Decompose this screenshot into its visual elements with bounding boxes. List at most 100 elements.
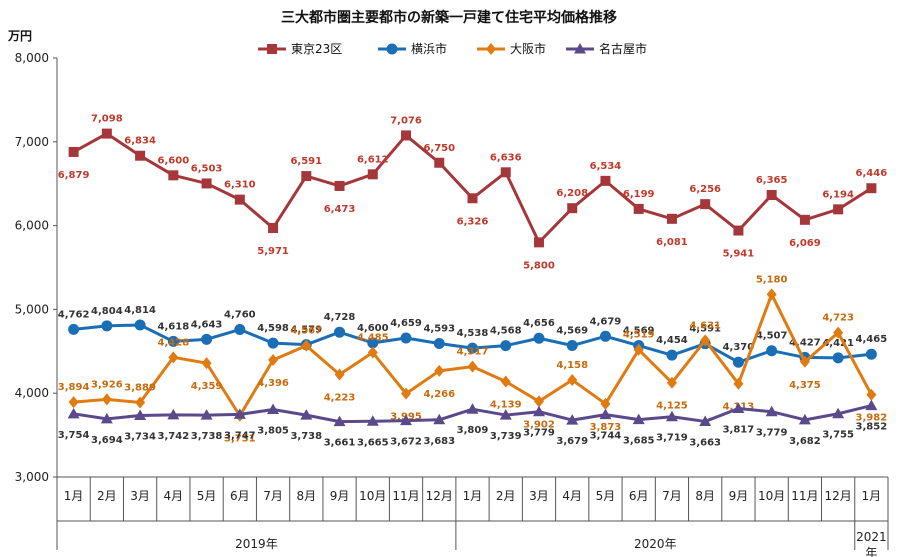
data-label: 4,631	[689, 320, 721, 331]
legend-item: 大阪市	[477, 41, 546, 56]
data-point	[267, 337, 279, 349]
data-point	[367, 337, 379, 349]
data-label: 4,465	[856, 334, 888, 345]
data-label: 3,982	[856, 413, 888, 424]
data-point	[367, 169, 378, 180]
data-point	[466, 403, 479, 414]
legend-marker	[574, 43, 586, 54]
x-tick-label: 10月	[758, 489, 785, 503]
y-tick-label: 4,000	[15, 386, 49, 400]
data-point	[68, 146, 79, 157]
data-label: 3,902	[523, 419, 555, 430]
data-label: 6,750	[423, 143, 455, 154]
data-point	[201, 357, 212, 370]
x-tick-label: 6月	[230, 489, 250, 503]
data-point	[201, 178, 212, 189]
data-point	[567, 203, 578, 214]
data-point	[167, 335, 179, 347]
data-label: 6,503	[191, 163, 223, 174]
legend-label: 東京23区	[291, 42, 342, 56]
series-3: 3,894 3,926 3,889 4,428 4,359 3,731 4,396 4,567…	[58, 274, 887, 444]
data-point	[500, 340, 512, 352]
x-tick-label: 4月	[164, 489, 184, 503]
x-tick-label: 2月	[97, 489, 117, 503]
data-point	[401, 387, 412, 400]
x-tick-label: 12月	[824, 489, 851, 503]
data-label: 4,428	[158, 337, 190, 348]
data-point	[633, 203, 644, 214]
data-point	[467, 193, 478, 204]
data-label: 4,317	[457, 347, 489, 358]
data-label: 4,421	[822, 338, 854, 349]
data-label: 3,779	[523, 428, 555, 439]
data-label: 4,223	[324, 393, 356, 404]
data-point	[732, 356, 744, 368]
y-tick-label: 6,000	[15, 219, 49, 233]
data-label: 3,779	[756, 428, 788, 439]
data-label: 6,208	[556, 188, 588, 199]
data-point	[799, 355, 810, 368]
data-point	[433, 338, 445, 350]
data-label: 4,485	[357, 333, 389, 344]
data-label: 4,125	[656, 401, 688, 412]
data-point	[68, 396, 79, 409]
x-tick-label: 8月	[296, 489, 316, 503]
y-tick-label: 5,000	[15, 302, 49, 316]
x-tick-label: 10月	[359, 489, 386, 503]
year-label: 2020年	[634, 537, 677, 551]
data-point	[135, 150, 146, 161]
legend-item: 名古屋市	[566, 41, 647, 56]
data-label: 4,569	[556, 326, 588, 337]
data-point	[499, 409, 512, 420]
x-tick-label: 1月	[463, 489, 483, 503]
data-point	[267, 403, 280, 415]
y-axis-unit: 万円	[7, 29, 32, 43]
data-point	[833, 326, 844, 339]
legend-label: 名古屋市	[599, 41, 647, 56]
x-tick-label: 1月	[64, 489, 84, 503]
data-point	[200, 409, 213, 420]
data-point	[533, 395, 544, 408]
data-point	[467, 342, 478, 354]
x-tick-label: 2月	[496, 489, 516, 503]
data-point	[167, 408, 180, 420]
data-point	[599, 408, 612, 420]
data-point	[666, 349, 678, 361]
data-label: 4,804	[91, 306, 123, 317]
data-label: 5,800	[523, 260, 555, 271]
x-tick-label: 12月	[426, 489, 453, 503]
data-point	[766, 288, 777, 301]
x-tick-label: 7月	[263, 489, 283, 503]
data-label: 4,427	[789, 337, 821, 348]
data-label: 6,636	[490, 152, 522, 163]
data-label: 7,098	[91, 114, 123, 125]
data-point	[866, 183, 877, 194]
x-tick-label: 4月	[562, 489, 582, 503]
data-point	[533, 237, 544, 248]
legend-item: 横浜市	[378, 41, 447, 56]
y-tick-label: 8,000	[15, 51, 49, 65]
data-point	[301, 339, 312, 352]
data-point	[632, 413, 645, 425]
data-label: 4,728	[324, 312, 356, 323]
data-point	[367, 346, 378, 359]
data-label: 4,567	[290, 326, 322, 337]
data-label: 3,742	[158, 431, 190, 442]
data-label: 6,365	[756, 175, 788, 186]
data-point	[633, 343, 644, 356]
data-point	[700, 199, 711, 210]
data-point	[833, 204, 844, 215]
x-tick-label: 11月	[791, 489, 818, 503]
data-point	[400, 414, 413, 426]
data-point	[67, 407, 80, 419]
data-point	[168, 170, 179, 181]
data-label: 3,719	[656, 433, 688, 444]
data-point	[100, 412, 113, 424]
data-point	[334, 326, 346, 338]
x-tick-label: 9月	[729, 489, 749, 503]
y-tick-label: 3,000	[15, 470, 49, 484]
data-label: 3,665	[357, 437, 389, 448]
data-point	[268, 354, 279, 367]
data-label: 3,873	[590, 422, 622, 433]
